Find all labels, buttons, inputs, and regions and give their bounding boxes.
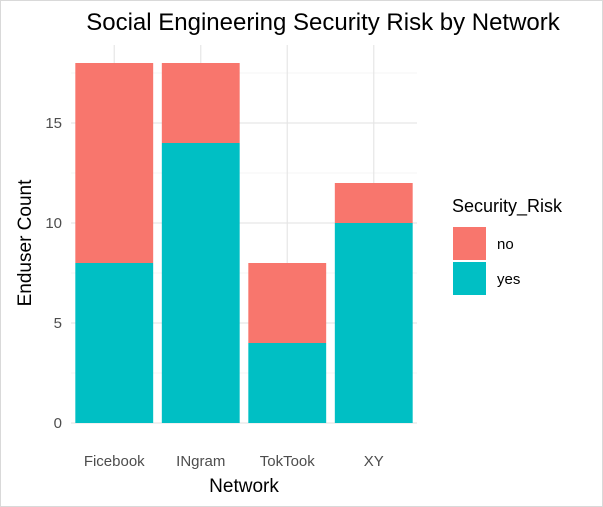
legend: Security_Risk no yes: [452, 196, 563, 295]
x-tick-label: Ficebook: [84, 453, 145, 470]
bar-ficebook-no: [75, 63, 154, 263]
x-tick-label: INgram: [176, 453, 225, 470]
y-tick-label: 10: [45, 215, 62, 232]
legend-swatch-no: [453, 227, 486, 260]
bar-toktook-yes: [248, 343, 327, 423]
y-axis-title: Enduser Count: [15, 179, 36, 306]
bars-layer: [75, 63, 413, 423]
legend-label-no: no: [497, 236, 514, 253]
bar-ficebook-yes: [75, 263, 154, 423]
bar-toktook-no: [248, 263, 327, 343]
x-tick-label: XY: [364, 453, 384, 470]
x-axis-title: Network: [209, 476, 279, 497]
bar-ingram-no: [161, 63, 240, 143]
legend-title: Security_Risk: [452, 196, 563, 217]
chart-title: Social Engineering Security Risk by Netw…: [86, 9, 561, 36]
y-tick-label: 15: [45, 115, 62, 132]
legend-label-yes: yes: [497, 271, 520, 288]
y-tick-label: 0: [54, 415, 62, 432]
bar-ingram-yes: [161, 143, 240, 423]
legend-swatch-yes: [453, 262, 486, 295]
bar-xy-yes: [334, 223, 413, 423]
x-tick-label: TokTook: [260, 453, 316, 470]
x-tick-labels: Ficebook INgram TokTook XY: [84, 453, 384, 470]
y-tick-label: 5: [54, 315, 62, 332]
bar-xy-no: [334, 183, 413, 223]
y-tick-labels: 0 5 10 15: [45, 115, 62, 432]
